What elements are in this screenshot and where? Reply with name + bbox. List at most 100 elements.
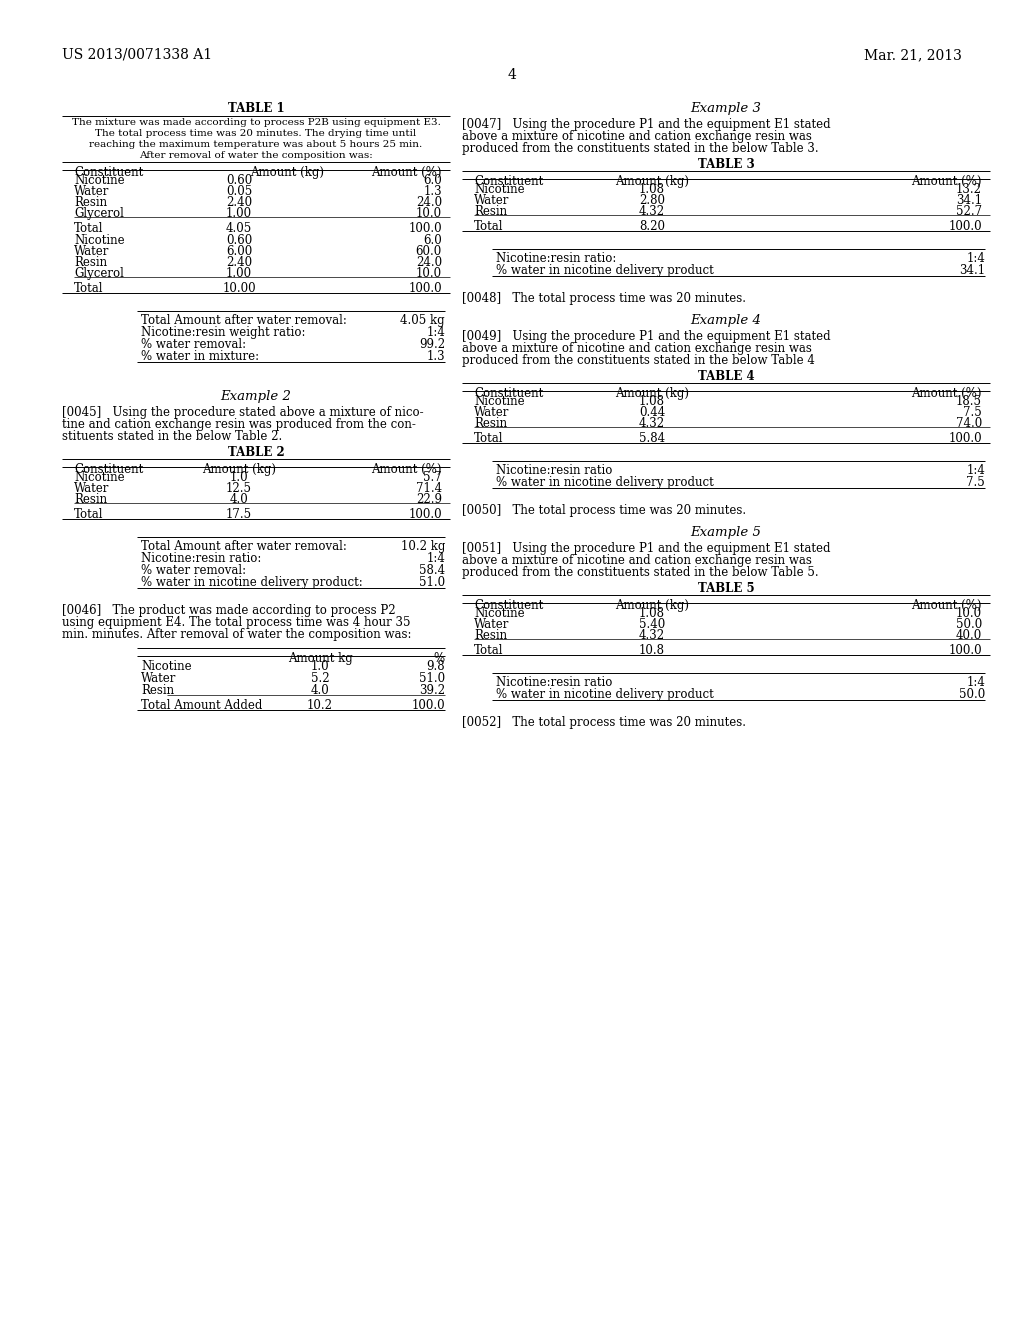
Text: TABLE 1: TABLE 1 (227, 102, 285, 115)
Text: 39.2: 39.2 (419, 684, 445, 697)
Text: 71.4: 71.4 (416, 482, 442, 495)
Text: Amount (%): Amount (%) (911, 176, 982, 187)
Text: reaching the maximum temperature was about 5 hours 25 min.: reaching the maximum temperature was abo… (89, 140, 423, 149)
Text: Nicotine:resin weight ratio:: Nicotine:resin weight ratio: (141, 326, 305, 339)
Text: Resin: Resin (141, 684, 174, 697)
Text: Constituent: Constituent (474, 599, 544, 612)
Text: Example 5: Example 5 (690, 525, 762, 539)
Text: 0.60: 0.60 (226, 234, 252, 247)
Text: produced from the constituents stated in the below Table 3.: produced from the constituents stated in… (462, 143, 818, 154)
Text: Water: Water (474, 194, 509, 207)
Text: produced from the constituents stated in the below Table 5.: produced from the constituents stated in… (462, 566, 818, 579)
Text: Total: Total (474, 644, 504, 657)
Text: 6.0: 6.0 (423, 234, 442, 247)
Text: above a mixture of nicotine and cation exchange resin was: above a mixture of nicotine and cation e… (462, 129, 812, 143)
Text: 4.32: 4.32 (639, 205, 665, 218)
Text: Nicotine: Nicotine (474, 607, 524, 620)
Text: 5.84: 5.84 (639, 432, 665, 445)
Text: 100.0: 100.0 (948, 220, 982, 234)
Text: 99.2: 99.2 (419, 338, 445, 351)
Text: % water in mixture:: % water in mixture: (141, 350, 259, 363)
Text: Nicotine: Nicotine (74, 174, 125, 187)
Text: 40.0: 40.0 (955, 630, 982, 642)
Text: Nicotine: Nicotine (474, 395, 524, 408)
Text: Water: Water (474, 407, 509, 418)
Text: [0049]   Using the procedure P1 and the equipment E1 stated: [0049] Using the procedure P1 and the eq… (462, 330, 830, 343)
Text: Nicotine: Nicotine (474, 183, 524, 195)
Text: TABLE 3: TABLE 3 (697, 158, 755, 172)
Text: 4: 4 (508, 69, 516, 82)
Text: Example 4: Example 4 (690, 314, 762, 327)
Text: Nicotine:resin ratio: Nicotine:resin ratio (496, 465, 612, 477)
Text: Nicotine:resin ratio:: Nicotine:resin ratio: (141, 552, 261, 565)
Text: 1:4: 1:4 (426, 326, 445, 339)
Text: [0050]   The total process time was 20 minutes.: [0050] The total process time was 20 min… (462, 504, 746, 517)
Text: 1:4: 1:4 (966, 252, 985, 265)
Text: Nicotine: Nicotine (74, 471, 125, 484)
Text: % water removal:: % water removal: (141, 338, 246, 351)
Text: 10.2: 10.2 (307, 700, 333, 711)
Text: %: % (434, 652, 445, 665)
Text: TABLE 4: TABLE 4 (697, 370, 755, 383)
Text: 5.2: 5.2 (311, 672, 330, 685)
Text: Resin: Resin (474, 630, 507, 642)
Text: Water: Water (141, 672, 176, 685)
Text: Amount (kg): Amount (kg) (615, 387, 689, 400)
Text: TABLE 5: TABLE 5 (697, 582, 755, 595)
Text: 74.0: 74.0 (955, 417, 982, 430)
Text: Mar. 21, 2013: Mar. 21, 2013 (864, 48, 962, 62)
Text: Total: Total (74, 282, 103, 294)
Text: 1.0: 1.0 (229, 471, 248, 484)
Text: Constituent: Constituent (474, 176, 544, 187)
Text: Nicotine: Nicotine (141, 660, 191, 673)
Text: 1:4: 1:4 (426, 552, 445, 565)
Text: Constituent: Constituent (74, 463, 143, 477)
Text: Amount (kg): Amount (kg) (250, 166, 324, 180)
Text: 100.0: 100.0 (948, 644, 982, 657)
Text: Amount (%): Amount (%) (372, 463, 442, 477)
Text: 12.5: 12.5 (226, 482, 252, 495)
Text: [0045]   Using the procedure stated above a mixture of nico-: [0045] Using the procedure stated above … (62, 407, 424, 418)
Text: 4.05: 4.05 (226, 222, 252, 235)
Text: 2.80: 2.80 (639, 194, 665, 207)
Text: 4.0: 4.0 (310, 684, 330, 697)
Text: 13.2: 13.2 (956, 183, 982, 195)
Text: 1:4: 1:4 (966, 676, 985, 689)
Text: 4.32: 4.32 (639, 630, 665, 642)
Text: 51.0: 51.0 (419, 576, 445, 589)
Text: produced from the constituents stated in the below Table 4: produced from the constituents stated in… (462, 354, 815, 367)
Text: 1.3: 1.3 (426, 350, 445, 363)
Text: 0.05: 0.05 (226, 185, 252, 198)
Text: tine and cation exchange resin was produced from the con-: tine and cation exchange resin was produ… (62, 418, 416, 432)
Text: 51.0: 51.0 (419, 672, 445, 685)
Text: 10.8: 10.8 (639, 644, 665, 657)
Text: 1.08: 1.08 (639, 607, 665, 620)
Text: 10.2 kg: 10.2 kg (400, 540, 445, 553)
Text: 7.5: 7.5 (967, 477, 985, 488)
Text: 50.0: 50.0 (955, 618, 982, 631)
Text: 1.00: 1.00 (226, 267, 252, 280)
Text: 9.8: 9.8 (426, 660, 445, 673)
Text: 18.5: 18.5 (956, 395, 982, 408)
Text: Constituent: Constituent (474, 387, 544, 400)
Text: Example 2: Example 2 (220, 389, 292, 403)
Text: Amount (kg): Amount (kg) (615, 599, 689, 612)
Text: 6.0: 6.0 (423, 174, 442, 187)
Text: [0051]   Using the procedure P1 and the equipment E1 stated: [0051] Using the procedure P1 and the eq… (462, 543, 830, 554)
Text: TABLE 2: TABLE 2 (227, 446, 285, 459)
Text: Nicotine:resin ratio: Nicotine:resin ratio (496, 676, 612, 689)
Text: Constituent: Constituent (74, 166, 143, 180)
Text: 4.05 kg: 4.05 kg (400, 314, 445, 327)
Text: Resin: Resin (74, 492, 108, 506)
Text: 34.1: 34.1 (955, 194, 982, 207)
Text: [0046]   The product was made according to process P2: [0046] The product was made according to… (62, 605, 395, 616)
Text: 1:4: 1:4 (966, 465, 985, 477)
Text: The total process time was 20 minutes. The drying time until: The total process time was 20 minutes. T… (95, 129, 417, 139)
Text: Amount (%): Amount (%) (372, 166, 442, 180)
Text: 4.32: 4.32 (639, 417, 665, 430)
Text: Water: Water (74, 482, 110, 495)
Text: above a mixture of nicotine and cation exchange resin was: above a mixture of nicotine and cation e… (462, 554, 812, 568)
Text: above a mixture of nicotine and cation exchange resin was: above a mixture of nicotine and cation e… (462, 342, 812, 355)
Text: 5.40: 5.40 (639, 618, 666, 631)
Text: 7.5: 7.5 (964, 407, 982, 418)
